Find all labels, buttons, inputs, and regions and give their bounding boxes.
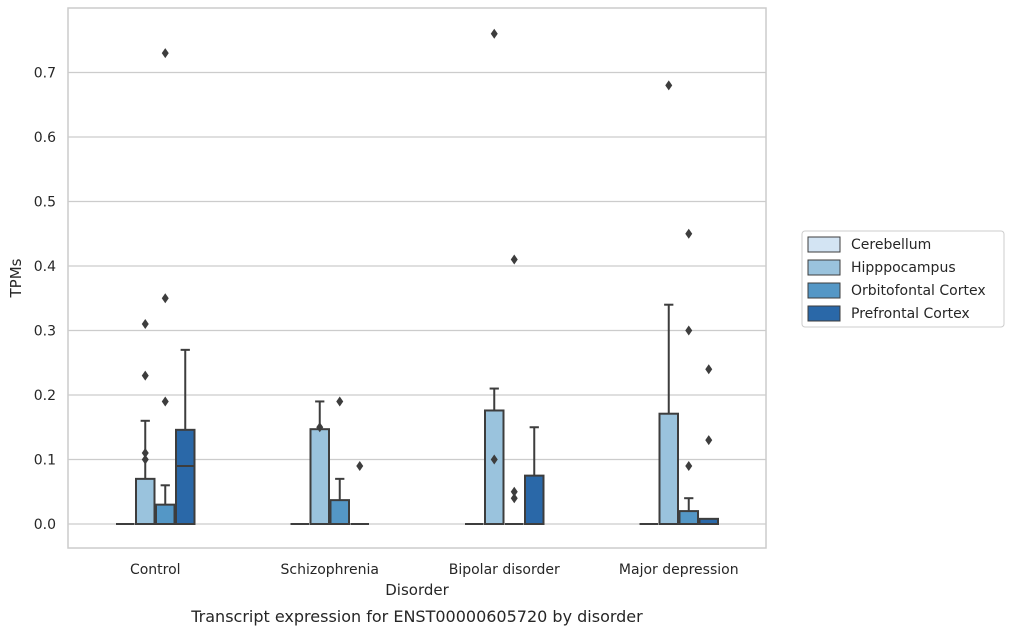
y-axis-label: TPMs: [7, 258, 25, 298]
legend-entry: Orbitofontal Cortex: [851, 283, 986, 299]
outlier-point: [141, 454, 149, 465]
plot-area: [67, 7, 767, 549]
outlier-point: [705, 364, 713, 375]
x-tick-label: Schizophrenia: [281, 562, 379, 578]
legend-swatch: [807, 259, 841, 276]
box: [135, 477, 156, 526]
x-axis-ticks: Control Schizophrenia Bipolar disorder Majo…: [130, 562, 739, 578]
box: [484, 409, 505, 526]
outlier-point: [685, 460, 693, 471]
outlier-point: [161, 396, 169, 407]
outlier-point: [665, 80, 673, 91]
box-series: [116, 28, 719, 526]
outlier-point: [705, 435, 713, 446]
legend-swatch: [807, 305, 841, 322]
box: [678, 510, 699, 526]
legend-frame: [801, 230, 1005, 328]
box: [658, 412, 679, 525]
box: [309, 428, 330, 525]
outlier-point: [510, 493, 518, 504]
y-tick-label: 0.0: [34, 517, 56, 533]
box: [329, 499, 350, 526]
outlier-point: [316, 422, 324, 433]
legend-swatch: [807, 282, 841, 299]
y-tick-label: 0.3: [34, 324, 56, 340]
outlier-point: [161, 48, 169, 59]
x-axis-label: Disorder: [385, 581, 449, 599]
y-tick-label: 0.2: [34, 388, 56, 404]
x-tick-label: Bipolar disorder: [449, 562, 560, 578]
chart-caption: Transcript expression for ENST0000060572…: [190, 607, 643, 626]
y-tick-label: 0.1: [34, 453, 56, 469]
outlier-point: [490, 28, 498, 39]
outlier-point: [490, 454, 498, 465]
box: [175, 428, 196, 525]
outlier-point: [685, 228, 693, 239]
series-group: [175, 348, 719, 526]
y-tick-label: 0.6: [34, 130, 56, 146]
outlier-point: [161, 293, 169, 304]
outlier-point: [141, 448, 149, 459]
x-tick-label: Major depression: [619, 562, 739, 578]
outlier-point: [141, 319, 149, 330]
legend-swatch: [807, 236, 841, 253]
series-group: [155, 48, 699, 526]
outlier-point: [510, 486, 518, 497]
box: [155, 503, 176, 525]
y-tick-label: 0.7: [34, 66, 56, 82]
outlier-point: [510, 254, 518, 265]
legend-entry: Hipppocampus: [851, 260, 956, 276]
outlier-point: [141, 370, 149, 381]
y-tick-label: 0.5: [34, 195, 56, 211]
legend: Cerebellum Hipppocampus Orbitofontal Corte…: [801, 230, 1005, 328]
legend-entry: Cerebellum: [851, 237, 931, 253]
series-group: [135, 28, 679, 526]
legend-entry: Prefrontal Cortex: [851, 306, 970, 322]
box: [524, 474, 545, 525]
outlier-point: [685, 325, 693, 336]
outlier-point: [336, 396, 344, 407]
x-tick-label: Control: [130, 562, 181, 578]
y-axis-ticks: 0.0 0.1 0.2 0.3 0.4 0.5 0.6 0.7: [34, 66, 56, 534]
y-tick-label: 0.4: [34, 259, 56, 275]
outlier-point: [356, 460, 364, 471]
